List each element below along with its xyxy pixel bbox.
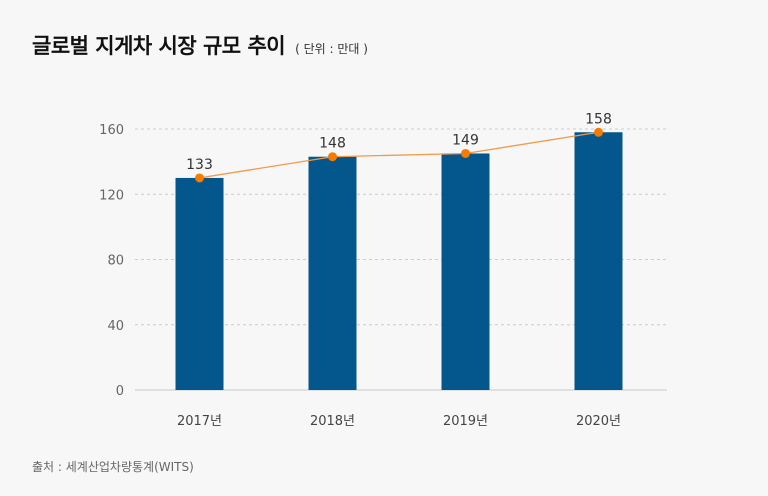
data-label: 149: [452, 132, 479, 148]
data-label: 158: [585, 111, 612, 127]
trend-line: [199, 131, 599, 179]
chart-title: 글로벌 지게차 시장 규모 추이: [32, 34, 286, 58]
y-tick-label: 80: [107, 254, 124, 269]
bar: [308, 156, 357, 390]
line-marker: [594, 127, 603, 137]
unit-note: ( 단위 : 만대 ): [295, 42, 368, 56]
data-labels: 133 148 149 158: [186, 111, 612, 173]
data-label: 133: [186, 157, 213, 173]
x-tick-label: 2019년: [443, 414, 488, 429]
x-tick-label: 2017년: [177, 414, 222, 429]
x-tick-label: 2018년: [310, 414, 355, 429]
line-series: [195, 127, 603, 183]
y-tick-label: 0: [116, 384, 124, 399]
y-tick-label: 120: [99, 188, 124, 203]
x-tick-label: 2020년: [576, 414, 621, 429]
bar: [574, 132, 623, 390]
chart-header: 글로벌 지게차 시장 규모 추이 ( 단위 : 만대 ): [32, 30, 368, 60]
line-marker: [195, 173, 204, 183]
bar: [441, 153, 490, 390]
data-label: 148: [319, 136, 346, 152]
y-tick-label: 160: [99, 123, 124, 138]
source-note: 출처 : 세계산업차량통계(WITS): [32, 460, 194, 474]
x-axis-ticks: 2017년 2018년 2019년 2020년: [177, 414, 621, 429]
y-tick-label: 40: [107, 319, 124, 334]
line-marker: [461, 148, 470, 158]
line-marker: [328, 152, 337, 162]
y-axis-ticks: 0 40 80 120 160: [99, 123, 124, 399]
bar-series: [175, 132, 623, 390]
bar: [175, 177, 224, 390]
